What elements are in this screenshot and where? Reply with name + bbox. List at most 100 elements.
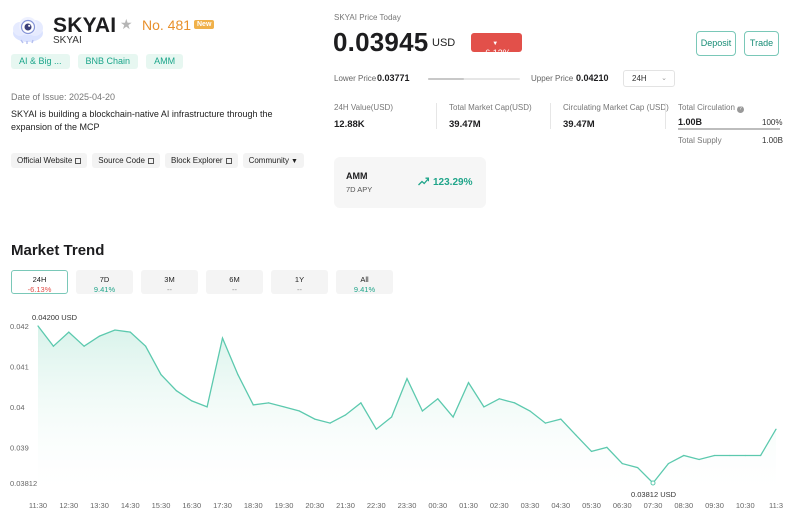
token-name: SKYAI [53, 35, 82, 46]
stat-circulating-market-cap: Circulating Market Cap (USD) 39.47M [563, 103, 669, 130]
tag-amm[interactable]: AMM [146, 54, 184, 69]
data-point [713, 454, 716, 457]
stat-label: Circulating Market Cap (USD) [563, 103, 669, 112]
current-price: 0.03945 [333, 27, 429, 57]
tab-change: -6.13% [27, 285, 52, 294]
source-code-link[interactable]: Source Code [92, 153, 160, 168]
data-point [760, 454, 762, 457]
data-point [683, 454, 685, 457]
data-point [237, 373, 239, 376]
link-label: Community [248, 156, 290, 165]
x-tick-label: 04:30 [551, 501, 570, 510]
data-point [406, 378, 408, 380]
data-point [329, 422, 331, 424]
data-point [344, 414, 347, 416]
price-period-select[interactable]: 24H ⌄ [623, 70, 675, 87]
data-point [637, 467, 639, 469]
tab-label: 6M [229, 275, 240, 284]
x-tick-label: 16:30 [182, 501, 201, 510]
x-tick-label: 11:3 [769, 501, 783, 510]
tag-ai-big-data[interactable]: AI & Big ... [11, 54, 70, 69]
circulation-percent: 100% [762, 118, 783, 127]
tab-24h[interactable]: 24H -6.13% [11, 270, 68, 294]
x-tick-label: 18:30 [244, 501, 263, 510]
data-point [483, 406, 485, 408]
stat-total-market-cap: Total Market Cap(USD) 39.47M [449, 103, 532, 130]
x-tick-label: 22:30 [367, 501, 386, 510]
max-price-label: 0.04200 USD [32, 313, 78, 322]
info-icon[interactable]: ? [736, 106, 744, 113]
block-explorer-link[interactable]: Block Explorer [164, 153, 238, 168]
link-label: Block Explorer [170, 156, 223, 165]
min-price-label: 0.03812 USD [631, 490, 677, 499]
tab-change: -- [167, 285, 172, 294]
token-tags: AI & Big ... BNB Chain AMM [11, 54, 184, 69]
stat-divider [665, 103, 666, 129]
x-tick-label: 21:30 [336, 501, 355, 510]
circulation-bar [678, 128, 780, 130]
data-point [590, 450, 593, 453]
upper-price-label: Upper Price [531, 74, 574, 83]
y-tick-label: 0.041 [10, 362, 29, 371]
y-tick-label: 0.03812 [10, 479, 37, 488]
price-range-bar [428, 78, 520, 80]
data-point [206, 406, 208, 408]
trade-button[interactable]: Trade [744, 31, 779, 56]
tab-label: 7D [99, 275, 110, 284]
price-today-label: SKYAI Price Today [334, 13, 401, 22]
amm-subtitle: 7D APY [346, 185, 373, 194]
data-point [52, 345, 54, 347]
data-point [437, 398, 439, 400]
data-point [698, 458, 700, 461]
official-website-link[interactable]: Official Website [11, 153, 88, 168]
data-point [375, 428, 377, 430]
period-select-value: 24H [632, 74, 647, 83]
data-point [775, 428, 777, 430]
tab-6m[interactable]: 6M -- [206, 270, 263, 294]
data-point [391, 416, 393, 418]
favorite-star-icon[interactable]: ★ [120, 16, 133, 32]
data-point [83, 345, 85, 347]
tab-1y[interactable]: 1Y -- [271, 270, 328, 294]
data-point [560, 418, 562, 420]
stat-value: 39.47M [449, 119, 481, 130]
market-trend-chart[interactable]: 0.042 0.041 0.04 0.039 0.03812 11:30 12:30 13:… [0, 310, 800, 517]
x-tick-label: 10:30 [736, 501, 755, 510]
deposit-button[interactable]: Deposit [696, 31, 736, 56]
data-point [98, 335, 101, 337]
tab-3m[interactable]: 3M -- [141, 270, 198, 294]
data-point [191, 400, 193, 402]
link-label: Official Website [17, 156, 73, 165]
amm-card[interactable]: AMM 7D APY 123.29% [334, 157, 486, 208]
tab-change: 9.41% [353, 285, 376, 294]
stat-value: 12.88K [334, 119, 365, 130]
y-axis: 0.042 0.041 0.04 0.039 0.03812 [10, 322, 37, 488]
tab-label: All [360, 275, 369, 284]
data-point [421, 410, 423, 412]
issue-date: Date of Issue: 2025-04-20 [11, 92, 116, 102]
x-tick-label: 14:30 [121, 501, 140, 510]
data-point [544, 422, 546, 424]
tab-7d[interactable]: 7D 9.41% [76, 270, 133, 294]
data-point [529, 410, 531, 412]
tab-all[interactable]: All 9.41% [336, 270, 393, 294]
tab-label: 24H [32, 275, 47, 284]
total-circulation-label: Total Circulation? [678, 103, 744, 113]
data-point [667, 462, 669, 465]
tab-label: 3M [164, 275, 175, 284]
data-point [314, 418, 316, 420]
upper-price-value: 0.04210 [576, 73, 609, 83]
y-tick-label: 0.039 [10, 443, 29, 452]
community-dropdown[interactable]: Community ▼ [242, 153, 304, 168]
price-unit: USD [432, 37, 456, 49]
token-description: SKYAI is building a blockchain-native AI… [11, 109, 273, 132]
external-link-icon [75, 158, 82, 164]
tag-bnb-chain[interactable]: BNB Chain [77, 54, 139, 69]
x-tick-label: 12:30 [59, 501, 78, 510]
data-point [729, 454, 731, 457]
token-links: Official Website Source Code Block Explo… [11, 153, 304, 168]
data-point [575, 434, 577, 436]
x-tick-label: 15:30 [152, 501, 171, 510]
data-point [268, 402, 270, 404]
price-points [37, 325, 777, 484]
